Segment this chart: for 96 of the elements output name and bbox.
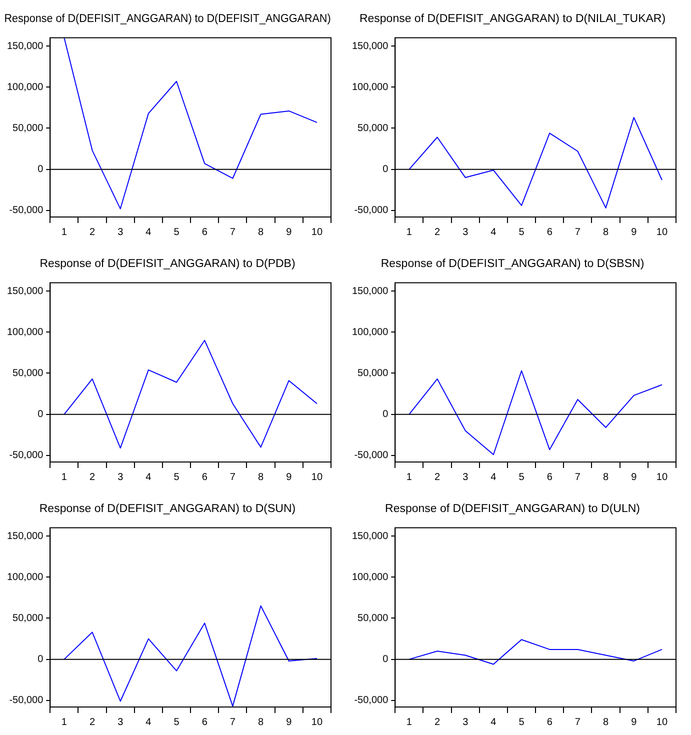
y-tick-label: 100,000 <box>352 572 389 583</box>
y-tick-label: 150,000 <box>6 530 44 542</box>
x-tick-label: 8 <box>258 226 264 238</box>
x-tick-label: 1 <box>406 226 412 238</box>
chart-title: Response of D(DEFISIT_ANGGARAN) to D(SBSN) <box>380 258 644 270</box>
y-tick-label: 100,000 <box>6 572 44 583</box>
y-tick-label: 0 <box>382 409 389 420</box>
y-tick-label: 0 <box>38 164 44 176</box>
x-tick-label: 8 <box>258 716 264 728</box>
x-tick-label: 6 <box>202 472 208 483</box>
y-tick-label: 150,000 <box>6 286 44 297</box>
x-tick-label: 9 <box>286 716 292 728</box>
x-tick-label: 4 <box>490 472 497 483</box>
x-tick-label: 9 <box>631 716 638 728</box>
y-tick-label: 150,000 <box>352 530 389 542</box>
y-tick-label: -50,000 <box>9 695 44 706</box>
x-tick-label: 6 <box>202 716 208 728</box>
x-tick-label: 6 <box>546 226 553 238</box>
x-tick-label: 5 <box>174 226 180 238</box>
x-tick-label: 5 <box>174 716 180 728</box>
x-tick-label: 3 <box>462 472 469 483</box>
y-tick-label: 0 <box>38 654 44 666</box>
y-tick-label: 0 <box>382 164 389 176</box>
y-tick-label: 100,000 <box>6 326 44 338</box>
y-tick-label: -50,000 <box>354 205 389 216</box>
x-tick-label: 6 <box>546 716 553 728</box>
x-tick-label: 7 <box>230 472 236 483</box>
x-tick-label: 8 <box>603 716 610 728</box>
x-tick-label: 7 <box>230 716 236 728</box>
x-tick-label: 2 <box>434 472 440 483</box>
x-tick-label: 2 <box>434 226 440 238</box>
x-tick-label: 5 <box>174 472 180 483</box>
x-tick-label: 2 <box>89 472 96 483</box>
x-tick-label: 3 <box>118 472 124 483</box>
x-tick-label: 10 <box>311 716 323 728</box>
y-tick-label: 50,000 <box>358 612 389 624</box>
chart-title: Response of D(DEFISIT_ANGGARAN) to D(SUN) <box>39 503 296 516</box>
x-tick-label: 3 <box>462 226 469 238</box>
x-tick-label: 1 <box>61 226 68 238</box>
x-tick-label: 9 <box>631 472 638 483</box>
x-tick-label: 6 <box>546 472 553 483</box>
x-tick-label: 3 <box>118 226 124 238</box>
x-tick-label: 3 <box>462 716 469 728</box>
x-tick-label: 7 <box>574 226 581 238</box>
y-tick-label: 0 <box>38 409 44 420</box>
x-tick-label: 8 <box>603 226 610 238</box>
x-tick-label: 10 <box>311 472 323 483</box>
x-tick-label: 7 <box>230 226 236 238</box>
y-tick-label: 50,000 <box>12 122 44 134</box>
x-tick-label: 10 <box>656 716 668 728</box>
chart-title: Response of D(DEFISIT_ANGGARAN) to D(ULN) <box>385 503 640 516</box>
x-tick-label: 4 <box>490 226 497 238</box>
y-tick-label: -50,000 <box>354 450 389 462</box>
x-tick-label: 7 <box>574 472 581 483</box>
x-tick-label: 1 <box>406 472 412 483</box>
x-tick-label: 2 <box>89 226 96 238</box>
y-tick-label: 50,000 <box>12 612 44 624</box>
y-tick-label: 50,000 <box>358 368 389 379</box>
x-tick-label: 5 <box>518 716 525 728</box>
x-tick-label: 6 <box>202 226 208 238</box>
x-tick-label: 2 <box>89 716 96 728</box>
x-tick-label: 4 <box>146 226 152 238</box>
y-tick-label: -50,000 <box>9 205 44 216</box>
y-tick-label: -50,000 <box>9 450 44 462</box>
x-tick-label: 1 <box>61 716 68 728</box>
y-tick-label: 150,000 <box>352 286 389 297</box>
x-tick-label: 9 <box>286 226 292 238</box>
chart-title: Response of D(DEFISIT_ANGGARAN) to D(NILAI_TUKAR) <box>359 13 666 26</box>
y-tick-label: 150,000 <box>6 40 44 52</box>
x-tick-label: 8 <box>603 472 610 483</box>
x-tick-label: 2 <box>434 716 440 728</box>
x-tick-label: 10 <box>656 472 668 483</box>
y-tick-label: 100,000 <box>6 82 44 93</box>
x-tick-label: 8 <box>258 472 264 483</box>
y-tick-label: 150,000 <box>352 40 389 52</box>
y-tick-label: 50,000 <box>12 368 44 379</box>
x-tick-label: 4 <box>146 716 152 728</box>
y-tick-label: 50,000 <box>358 122 389 134</box>
x-tick-label: 5 <box>518 472 525 483</box>
y-tick-label: -50,000 <box>354 695 389 706</box>
y-tick-label: 100,000 <box>352 82 389 93</box>
x-tick-label: 4 <box>146 472 152 483</box>
chart-title: Response of D(DEFISIT_ANGGARAN) to D(DEFISIT_ANGGARAN) <box>4 12 332 26</box>
x-tick-label: 9 <box>286 472 292 483</box>
x-tick-label: 7 <box>574 716 581 728</box>
x-tick-label: 3 <box>118 716 124 728</box>
x-tick-label: 10 <box>656 226 668 238</box>
x-tick-label: 1 <box>406 716 412 728</box>
x-tick-label: 5 <box>518 226 525 238</box>
x-tick-label: 10 <box>311 226 323 238</box>
chart-title: Response of D(DEFISIT_ANGGARAN) to D(PDB) <box>40 258 296 270</box>
y-tick-label: 0 <box>382 654 389 666</box>
x-tick-label: 1 <box>61 472 68 483</box>
x-tick-label: 4 <box>490 716 497 728</box>
x-tick-label: 9 <box>631 226 638 238</box>
y-tick-label: 100,000 <box>352 326 389 338</box>
